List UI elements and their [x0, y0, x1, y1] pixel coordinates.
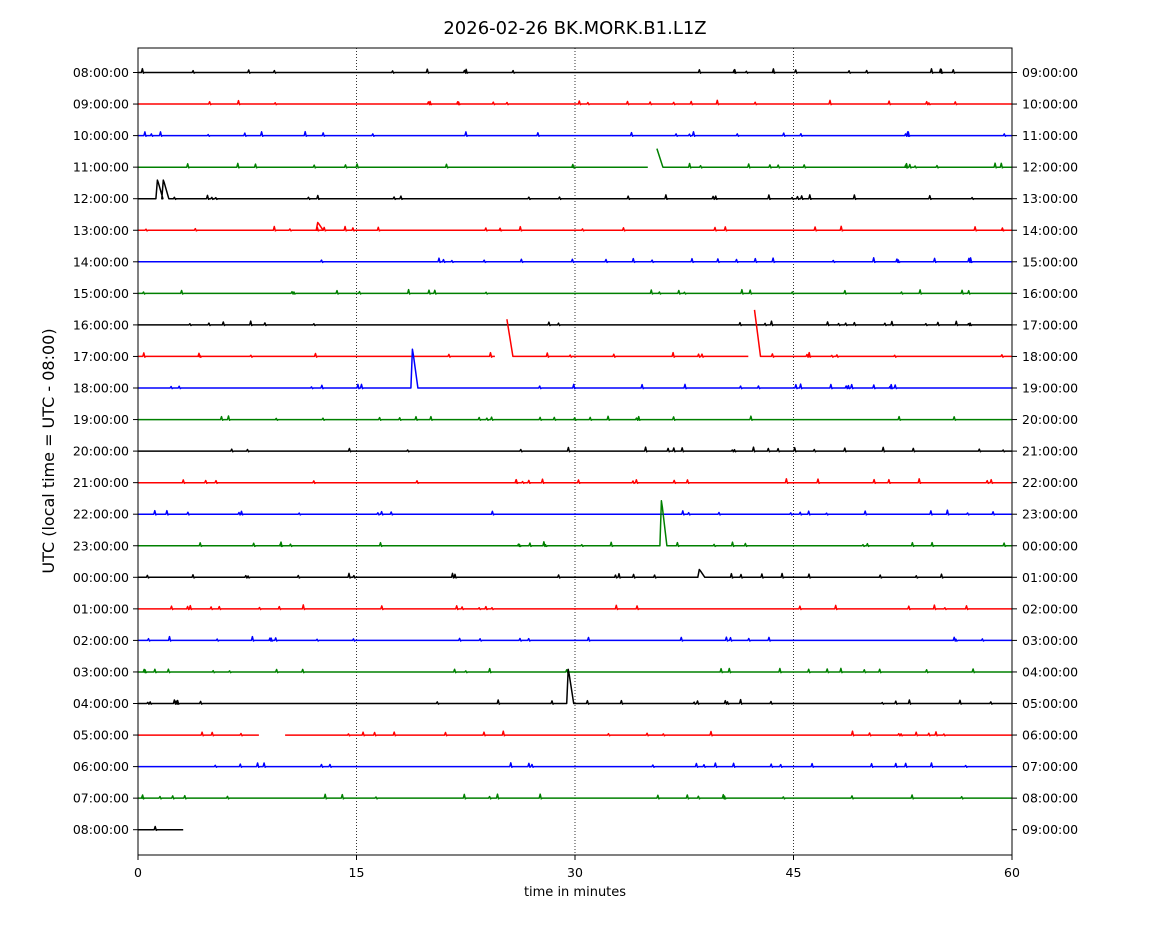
row-label-left: 22:00:00 — [73, 507, 129, 522]
row-label-right: 05:00:00 — [1022, 696, 1078, 711]
row-label-left: 07:00:00 — [73, 791, 129, 806]
row-label-right: 22:00:00 — [1022, 475, 1078, 490]
x-axis-label: time in minutes — [524, 885, 626, 900]
trace-row-060000-22 — [138, 762, 1012, 768]
row-label-left: 11:00:00 — [73, 160, 129, 175]
trace-row-100000-2 — [138, 130, 1012, 137]
row-label-right: 06:00:00 — [1022, 728, 1078, 743]
row-label-right: 09:00:00 — [1022, 822, 1078, 837]
trace-row-080000-0 — [138, 67, 1012, 74]
trace-row-090000-1 — [138, 99, 1012, 106]
x-tick-label: 15 — [349, 865, 365, 880]
row-label-right: 23:00:00 — [1022, 507, 1078, 522]
row-label-right: 19:00:00 — [1022, 381, 1078, 396]
row-label-left: 03:00:00 — [73, 664, 129, 679]
row-label-right: 10:00:00 — [1022, 97, 1078, 112]
trace-row-210000-13 — [138, 478, 1012, 485]
row-label-left: 02:00:00 — [73, 633, 129, 648]
row-label-right: 12:00:00 — [1022, 160, 1078, 175]
trace-row-120000-4 — [138, 179, 1012, 201]
row-label-left: 06:00:00 — [73, 759, 129, 774]
trace-row-180000-10 — [138, 348, 1012, 390]
y-axis-label: UTC (local time = UTC - 08:00) — [39, 328, 58, 573]
row-label-right: 01:00:00 — [1022, 570, 1078, 585]
row-label-left: 15:00:00 — [73, 286, 129, 301]
grid-lines — [356, 48, 794, 855]
x-tick-label: 0 — [134, 865, 142, 880]
trace-row-070000-23 — [138, 793, 1012, 800]
trace-row-020000-18 — [138, 635, 1012, 642]
row-label-right: 00:00:00 — [1022, 538, 1078, 553]
row-label-left: 09:00:00 — [73, 97, 129, 112]
trace-row-110000-3 — [138, 162, 648, 169]
left-time-labels: 08:00:00 09:00:00 10:00:00 11:00:00 12:00:00… — [73, 65, 138, 837]
row-label-left: 17:00:00 — [73, 349, 129, 364]
trace-row-140000-6 — [138, 257, 1012, 264]
trace-row-200000-12 — [138, 446, 1012, 453]
row-label-right: 20:00:00 — [1022, 412, 1078, 427]
row-label-left: 16:00:00 — [73, 317, 129, 332]
x-tick-label: 60 — [1004, 865, 1020, 880]
trace-row-230000-15 — [138, 500, 1012, 548]
trace-row-050000-21 — [285, 730, 1012, 737]
row-label-left: 05:00:00 — [73, 728, 129, 743]
row-label-right: 18:00:00 — [1022, 349, 1078, 364]
trace-row-220000-14 — [138, 509, 1012, 516]
x-tick-label: 45 — [786, 865, 802, 880]
trace-row-160000-8 — [138, 320, 1012, 327]
row-label-left: 19:00:00 — [73, 412, 129, 427]
x-tick-label: 30 — [567, 865, 583, 880]
trace-row-170000-9 — [506, 319, 749, 358]
right-time-labels: 09:00:00 10:00:00 11:00:00 12:00:00 13:00:00… — [1012, 65, 1078, 837]
row-label-right: 16:00:00 — [1022, 286, 1078, 301]
row-label-left: 04:00:00 — [73, 696, 129, 711]
row-label-left: 14:00:00 — [73, 254, 129, 269]
row-label-right: 08:00:00 — [1022, 791, 1078, 806]
row-label-right: 02:00:00 — [1022, 601, 1078, 616]
row-label-left: 08:00:00 — [73, 822, 129, 837]
trace-row-190000-11 — [138, 415, 1012, 421]
trace-row-050000-21 — [138, 731, 259, 737]
trace-row-000000-16 — [138, 568, 1012, 579]
row-label-left: 01:00:00 — [73, 601, 129, 616]
trace-row-010000-17 — [138, 604, 1012, 611]
row-label-right: 09:00:00 — [1022, 65, 1078, 80]
trace-row-030000-19 — [138, 667, 1012, 674]
trace-row-080000-24 — [138, 825, 184, 832]
row-label-left: 12:00:00 — [73, 191, 129, 206]
row-label-left: 20:00:00 — [73, 444, 129, 459]
row-label-right: 13:00:00 — [1022, 191, 1078, 206]
row-label-right: 14:00:00 — [1022, 223, 1078, 238]
trace-row-040000-20 — [138, 668, 1012, 705]
trace-row-130000-5 — [138, 221, 1012, 232]
traces — [138, 67, 1012, 832]
row-label-right: 15:00:00 — [1022, 254, 1078, 269]
x-axis-ticks: 0 15 30 45 60 — [134, 855, 1020, 880]
row-label-left: 21:00:00 — [73, 475, 129, 490]
trace-row-110000-3 — [656, 148, 1012, 169]
chart-title: 2026-02-26 BK.MORK.B1.L1Z — [443, 18, 706, 39]
row-label-right: 11:00:00 — [1022, 128, 1078, 143]
row-label-left: 10:00:00 — [73, 128, 129, 143]
row-label-right: 07:00:00 — [1022, 759, 1078, 774]
trace-row-170000-9 — [753, 309, 1012, 358]
row-label-right: 21:00:00 — [1022, 444, 1078, 459]
row-label-left: 18:00:00 — [73, 381, 129, 396]
row-label-left: 08:00:00 — [73, 65, 129, 80]
trace-row-170000-9 — [138, 351, 495, 358]
trace-row-150000-7 — [138, 288, 1012, 295]
row-label-left: 23:00:00 — [73, 538, 129, 553]
row-label-right: 03:00:00 — [1022, 633, 1078, 648]
row-label-left: 13:00:00 — [73, 223, 129, 238]
row-label-left: 00:00:00 — [73, 570, 129, 585]
row-label-right: 04:00:00 — [1022, 664, 1078, 679]
row-label-right: 17:00:00 — [1022, 317, 1078, 332]
